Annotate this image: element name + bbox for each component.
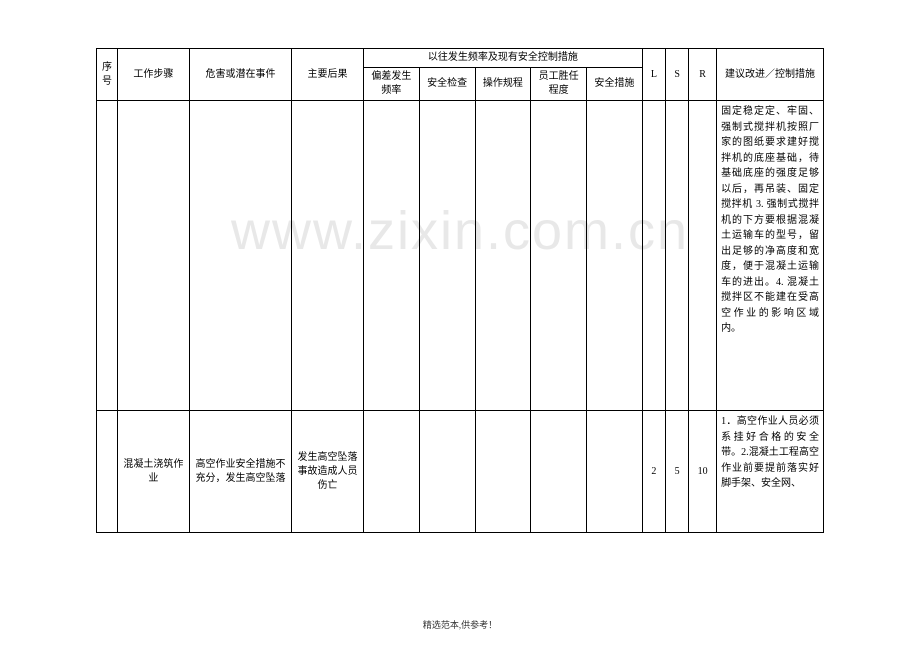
cell-check	[419, 101, 475, 411]
cell-measure	[586, 411, 642, 533]
cell-consequence	[292, 101, 364, 411]
cell-seq	[97, 101, 118, 411]
header-competence: 员工胜任程度	[531, 68, 587, 101]
cell-measure	[586, 101, 642, 411]
cell-freq	[364, 411, 420, 533]
footer-text: 精选范本,供参考！	[423, 618, 497, 631]
cell-freq	[364, 101, 420, 411]
cell-check	[419, 411, 475, 533]
header-seq: 序号	[97, 49, 118, 101]
header-hazard: 危害或潜在事件	[189, 49, 291, 101]
cell-s: 5	[665, 411, 688, 533]
header-r: R	[689, 49, 717, 101]
cell-l: 2	[642, 411, 665, 533]
cell-step	[117, 101, 189, 411]
cell-l	[642, 101, 665, 411]
header-freq: 偏差发生频率	[364, 68, 420, 101]
cell-r: 10	[689, 411, 717, 533]
header-l: L	[642, 49, 665, 101]
cell-hazard: 高空作业安全措施不充分，发生高空坠落	[189, 411, 291, 533]
cell-consequence: 发生高空坠落事故造成人员伤亡	[292, 411, 364, 533]
header-check: 安全检查	[419, 68, 475, 101]
header-history-group: 以往发生频率及现有安全控制措施	[364, 49, 643, 68]
cell-s	[665, 101, 688, 411]
table-row: 固定稳定定、牢固、强制式搅拌机按照厂家的图纸要求建好搅拌机的底座基础，待基础底座…	[97, 101, 824, 411]
header-suggestion: 建议改进／控制措施	[717, 49, 824, 101]
header-s: S	[665, 49, 688, 101]
cell-competence	[531, 101, 587, 411]
cell-procedure	[475, 411, 531, 533]
risk-assessment-table: 序号 工作步骤 危害或潜在事件 主要后果 以往发生频率及现有安全控制措施 L S…	[96, 48, 824, 533]
cell-r	[689, 101, 717, 411]
cell-procedure	[475, 101, 531, 411]
table-row: 混凝土浇筑作业 高空作业安全措施不充分，发生高空坠落 发生高空坠落事故造成人员伤…	[97, 411, 824, 533]
cell-suggestion: 1．高空作业人员必须系挂好合格的安全带。2.混凝土工程高空作业前要提前落实好脚手…	[717, 411, 824, 533]
cell-competence	[531, 411, 587, 533]
header-measure: 安全措施	[586, 68, 642, 101]
cell-seq	[97, 411, 118, 533]
cell-suggestion: 固定稳定定、牢固、强制式搅拌机按照厂家的图纸要求建好搅拌机的底座基础，待基础底座…	[717, 101, 824, 411]
header-consequence: 主要后果	[292, 49, 364, 101]
table-container: 序号 工作步骤 危害或潜在事件 主要后果 以往发生频率及现有安全控制措施 L S…	[96, 48, 824, 533]
header-row-1: 序号 工作步骤 危害或潜在事件 主要后果 以往发生频率及现有安全控制措施 L S…	[97, 49, 824, 68]
cell-hazard	[189, 101, 291, 411]
header-procedure: 操作规程	[475, 68, 531, 101]
header-step: 工作步骤	[117, 49, 189, 101]
cell-step: 混凝土浇筑作业	[117, 411, 189, 533]
